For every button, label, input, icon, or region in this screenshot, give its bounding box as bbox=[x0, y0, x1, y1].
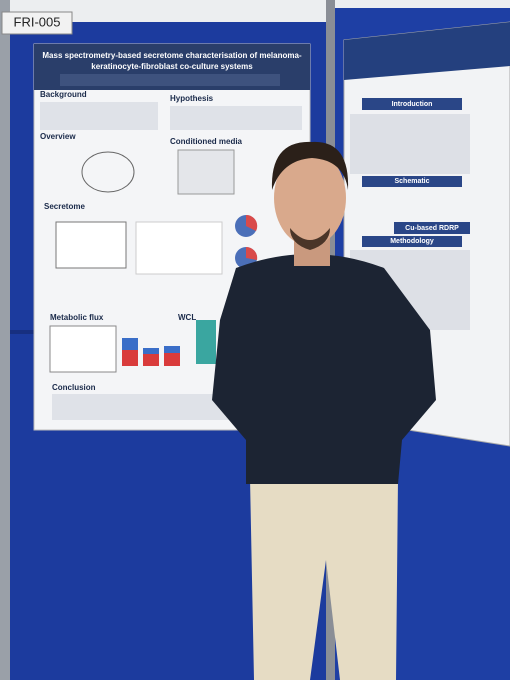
section-heading: Secretome bbox=[44, 202, 85, 211]
section-heading: Methodology bbox=[390, 238, 434, 245]
pie-icon bbox=[246, 246, 258, 260]
face bbox=[274, 150, 346, 246]
poster-header bbox=[344, 22, 510, 80]
bar-icon bbox=[122, 338, 138, 350]
text-block bbox=[40, 102, 158, 130]
text-block bbox=[350, 114, 470, 174]
section-heading: Metabolic flux bbox=[50, 313, 104, 322]
plot bbox=[55, 221, 127, 269]
section-heading: Schematic bbox=[394, 178, 429, 185]
section-heading: Background bbox=[40, 90, 87, 99]
person bbox=[212, 141, 436, 680]
plate-image bbox=[177, 149, 235, 195]
plot bbox=[49, 325, 117, 373]
section-heading: Overview bbox=[40, 132, 76, 141]
text-block bbox=[170, 106, 302, 130]
bar-icon bbox=[164, 346, 180, 353]
label-card bbox=[1, 11, 73, 35]
author-line bbox=[60, 74, 280, 86]
poster-title: Mass spectrometry-based secretome charac… bbox=[42, 51, 302, 60]
section-heading: Cu-based RDRP bbox=[405, 225, 459, 232]
heatmap bbox=[196, 320, 216, 364]
left-frame bbox=[0, 0, 10, 680]
diagram bbox=[81, 151, 135, 193]
hair bbox=[271, 141, 349, 190]
pie-icon bbox=[246, 214, 258, 231]
section-heading: Hypothesis bbox=[170, 94, 214, 103]
beard bbox=[290, 228, 330, 250]
section-heading: Conditioned media bbox=[170, 137, 243, 146]
poster-title: keratinocyte-fibroblast co-culture syste… bbox=[91, 62, 253, 71]
section-band bbox=[394, 222, 470, 234]
section-heading: Introduction bbox=[392, 101, 433, 108]
trousers bbox=[250, 478, 398, 680]
section-band bbox=[362, 98, 462, 110]
board-label: FRI-005 bbox=[14, 14, 61, 29]
bar-icon bbox=[143, 348, 159, 354]
section-heading: Conclusion bbox=[52, 383, 96, 392]
section-heading: WCL bbox=[178, 313, 196, 322]
section-band bbox=[362, 236, 462, 247]
sweater bbox=[212, 254, 436, 484]
section-band bbox=[362, 176, 462, 187]
plot bbox=[135, 221, 223, 275]
